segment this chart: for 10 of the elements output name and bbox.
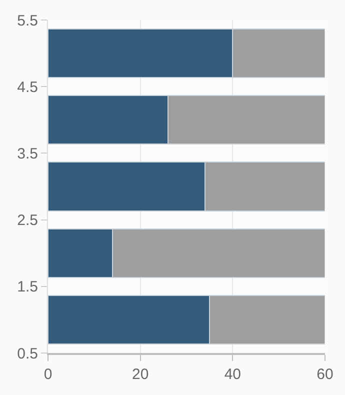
y-tick-label: 2.5 (17, 212, 38, 230)
x-tick-label: 0 (44, 366, 52, 383)
x-tick-label: 20 (132, 366, 149, 383)
y-tick-label: 1.5 (17, 278, 38, 296)
y-tick-label: 5.5 (17, 12, 38, 30)
y-tick-label: 0.5 (17, 345, 38, 362)
y-tick-label: 3.5 (17, 145, 38, 162)
x-tick-label: 40 (224, 366, 242, 383)
y-tick-label: 4.5 (17, 78, 38, 96)
x-tick-label: 60 (316, 366, 334, 383)
